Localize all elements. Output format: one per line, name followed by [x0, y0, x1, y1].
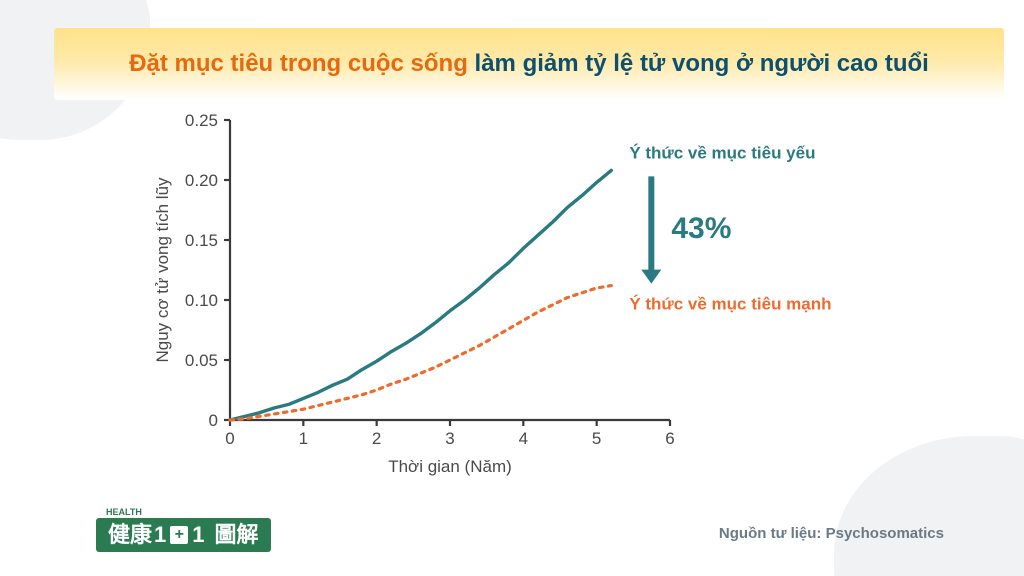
logo-cjk-right: 圖解: [215, 524, 259, 546]
svg-text:43%: 43%: [671, 212, 731, 245]
svg-text:1: 1: [299, 429, 308, 448]
logo-health-tag: HEALTH: [104, 508, 144, 517]
title-bar: Đặt mục tiêu trong cuộc sống làm giảm tỷ…: [54, 28, 1004, 100]
svg-text:2: 2: [372, 429, 381, 448]
svg-text:Nguy cơ tử vong tích lũy: Nguy cơ tử vong tích lũy: [153, 177, 172, 363]
logo-one-b: 1: [192, 524, 204, 546]
svg-text:Thời gian (Năm): Thời gian (Năm): [388, 457, 512, 476]
title-accent: Đặt mục tiêu trong cuộc sống: [129, 50, 468, 77]
svg-text:0: 0: [225, 429, 234, 448]
logo-one-a: 1: [154, 524, 166, 546]
chart-area: 0 1 2 3 4 5 6 0 0.05 0.10 0.15 0.20 0.25 Thời gian (N…: [150, 110, 890, 480]
chart-svg: 0 1 2 3 4 5 6 0 0.05 0.10 0.15 0.20 0.25 Thời gian (N…: [150, 110, 890, 480]
svg-text:4: 4: [519, 429, 528, 448]
logo-plus-icon: +: [170, 526, 188, 544]
svg-text:6: 6: [665, 429, 674, 448]
svg-text:0.05: 0.05: [185, 351, 218, 370]
logo-cjk-left: 健康: [108, 524, 152, 546]
title-main: làm giảm tỷ lệ tử vong ở người cao tuổi: [468, 50, 929, 77]
svg-text:Ý thức về mục tiêu mạnh: Ý thức về mục tiêu mạnh: [629, 295, 831, 314]
svg-text:0.25: 0.25: [185, 111, 218, 130]
svg-text:3: 3: [445, 429, 454, 448]
footer-logo: HEALTH 健康 1 + 1 圖解: [96, 518, 271, 552]
source-text: Nguồn tư liệu: Psychosomatics: [719, 525, 944, 542]
svg-text:0.15: 0.15: [185, 231, 218, 250]
svg-text:Ý thức về mục tiêu yếu: Ý thức về mục tiêu yếu: [629, 143, 815, 162]
svg-text:5: 5: [592, 429, 601, 448]
svg-text:0: 0: [209, 411, 218, 430]
title-text: Đặt mục tiêu trong cuộc sống làm giảm tỷ…: [129, 48, 929, 79]
svg-text:0.10: 0.10: [185, 291, 218, 310]
svg-text:0.20: 0.20: [185, 171, 218, 190]
